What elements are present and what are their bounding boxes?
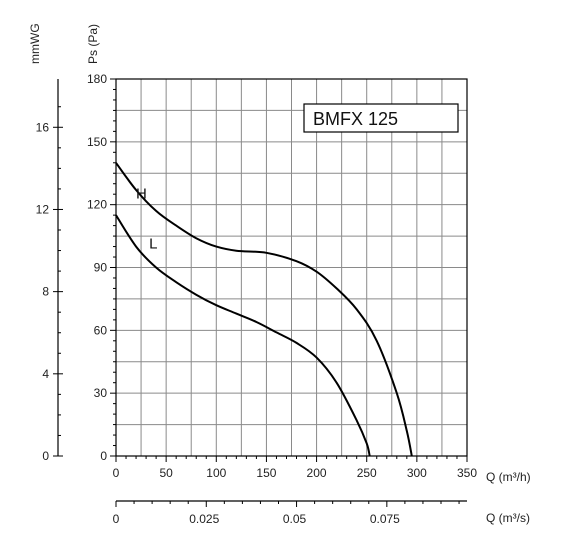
- y-tick-label: 150: [87, 135, 107, 149]
- model-label: BMFX 125: [313, 109, 398, 129]
- y-tick-label: 0: [100, 449, 107, 463]
- curve-label-l: L: [149, 236, 157, 253]
- curve-l: [115, 214, 371, 457]
- x-tick-label: 150: [256, 466, 276, 480]
- model-label-box: [303, 103, 459, 133]
- grid: [115, 78, 468, 457]
- m3s-tick-label: 0.075: [370, 512, 400, 526]
- m3s-axis-title: Q (m³/s): [486, 511, 530, 525]
- y-tick-label: 90: [94, 261, 108, 275]
- x-axis-title: Q (m³/h): [486, 470, 531, 484]
- y-tick-label: 180: [87, 72, 107, 86]
- curves: HL: [115, 162, 413, 457]
- mmwg-axis-title: mmWG: [28, 23, 42, 64]
- x-tick-label: 300: [407, 466, 427, 480]
- y-tick-label: 30: [94, 386, 108, 400]
- x-axis-ticks: 0 50 100 150 200 250 300 350: [113, 456, 477, 480]
- x-tick-label: 250: [357, 466, 377, 480]
- x-tick-label: 200: [307, 466, 327, 480]
- m3s-tick-label: 0.05: [283, 512, 307, 526]
- mmwg-tick-label: 0: [42, 449, 49, 463]
- m3s-tick-label: 0: [113, 512, 120, 526]
- mmwg-tick-label: 12: [36, 202, 50, 216]
- x-tick-label: 0: [113, 466, 120, 480]
- x-tick-label: 50: [159, 466, 173, 480]
- y-tick-label: 120: [87, 198, 107, 212]
- x-tick-label: 350: [457, 466, 477, 480]
- curve-h: [115, 162, 413, 457]
- y-tick-label: 60: [94, 323, 108, 337]
- y-axis-ticks: 0 30 60 90 120 150 180: [87, 72, 116, 463]
- mmwg-tick-label: 8: [42, 285, 49, 299]
- x-tick-label: 100: [206, 466, 226, 480]
- mmwg-axis: 0 4 8 12 16: [36, 79, 63, 463]
- mmwg-tick-label: 4: [42, 367, 49, 381]
- m3s-tick-label: 0.025: [189, 512, 219, 526]
- curve-label-h: H: [136, 185, 147, 202]
- m3s-axis: 0 0.025 0.05 0.075: [113, 500, 467, 526]
- y-axis-title: Ps (Pa): [86, 24, 100, 64]
- mmwg-tick-label: 16: [36, 120, 50, 134]
